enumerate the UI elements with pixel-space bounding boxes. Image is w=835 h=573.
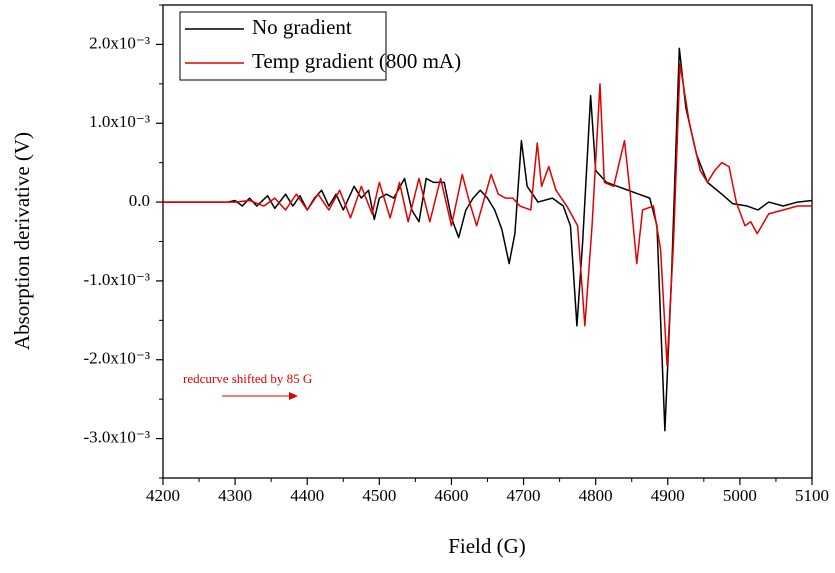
y-tick-label: 2.0x10⁻³ [89,33,150,52]
legend-label: No gradient [252,15,352,39]
x-tick-label: 4600 [434,486,468,505]
annotation: redcurve shifted by 85 G [183,371,312,386]
y-tick-label: -3.0x10⁻³ [84,427,150,446]
y-tick-label: -2.0x10⁻³ [84,349,150,368]
legend-box [179,11,387,81]
x-tick-label: 4200 [146,486,180,505]
y-tick-label: -1.0x10⁻³ [84,270,150,289]
series-line [163,63,812,367]
y-tick-label: 0.0 [129,191,150,210]
x-tick-label: 4400 [290,486,324,505]
y-tick-label: 1.0x10⁻³ [89,112,150,131]
y-axis-label: Absorption derivative (V) [10,132,34,350]
legend-label: Temp gradient (800 mA) [252,49,461,73]
x-tick-label: 4800 [579,486,613,505]
annotation-arrowhead [289,392,298,400]
x-tick-label: 5000 [723,486,757,505]
x-tick-label: 4500 [362,486,396,505]
x-axis-label: Field (G) [448,534,526,558]
x-tick-label: 4300 [218,486,252,505]
x-tick-label: 4900 [651,486,685,505]
x-tick-label: 4700 [507,486,541,505]
x-tick-label: 5100 [795,486,829,505]
